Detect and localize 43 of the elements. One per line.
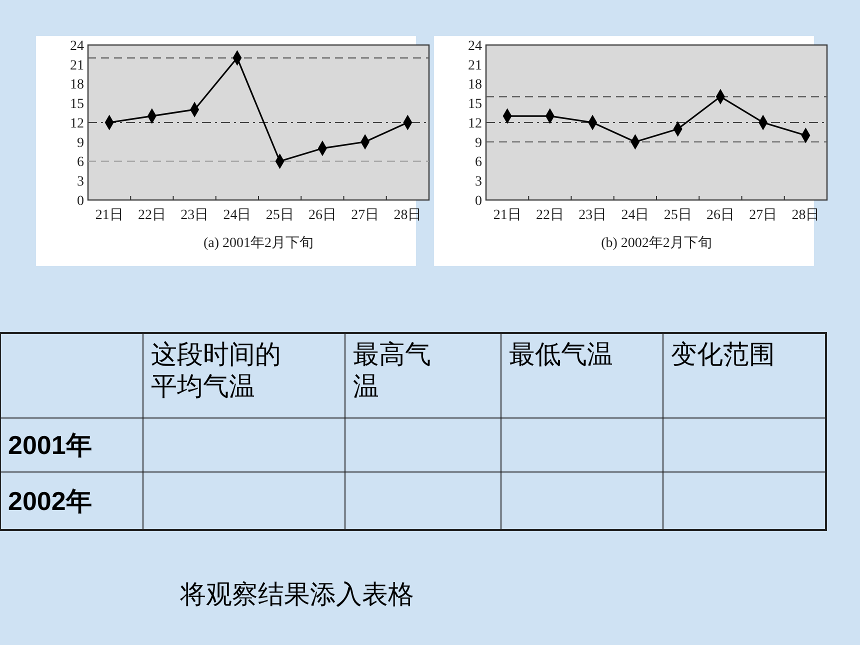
y-tick-label: 9 — [77, 136, 84, 151]
x-tick-label: 26日 — [308, 208, 336, 223]
x-tick-label: 27日 — [351, 208, 380, 223]
x-tick-label: 22日 — [536, 208, 564, 223]
y-tick-label: 15 — [70, 97, 84, 112]
y-tick-label: 21 — [468, 58, 482, 74]
y-tick-label: 24 — [70, 38, 84, 54]
y-tick-label: 24 — [468, 38, 482, 54]
y-tick-label: 9 — [475, 136, 482, 151]
x-axis-title: (b) 2002年2月下旬 — [601, 235, 712, 251]
y-tick-label: 6 — [475, 155, 482, 170]
x-axis-title: (a) 2001年2月下旬 — [203, 235, 314, 251]
y-tick-label: 18 — [468, 78, 482, 93]
x-tick-label: 28日 — [394, 208, 422, 223]
x-tick-label: 25日 — [664, 208, 692, 223]
y-tick-label: 3 — [77, 174, 84, 190]
x-tick-label: 23日 — [180, 208, 209, 223]
category-label: 最高气温 — [353, 339, 431, 401]
category-label: 变化范围 — [671, 339, 775, 369]
x-tick-label: 25日 — [266, 208, 294, 223]
y-tick-label: 0 — [77, 194, 84, 209]
y-tick-label: 15 — [468, 97, 482, 112]
x-tick-label: 28日 — [792, 208, 820, 223]
x-tick-label: 26日 — [706, 208, 734, 223]
x-tick-label: 23日 — [578, 208, 607, 223]
x-tick-label: 21日 — [95, 208, 124, 223]
y-tick-label: 3 — [475, 174, 482, 190]
y-tick-label: 12 — [70, 116, 84, 132]
text: 将观察结果添入表格 — [179, 579, 414, 609]
x-tick-label: 22日 — [138, 208, 166, 223]
x-tick-label: 24日 — [621, 208, 650, 223]
y-tick-label: 6 — [77, 155, 84, 170]
category-label: 2001年 — [8, 430, 92, 460]
y-tick-label: 12 — [468, 116, 482, 132]
y-tick-label: 21 — [70, 58, 84, 74]
category-label: 2002年 — [8, 486, 92, 516]
y-tick-label: 0 — [475, 194, 482, 209]
y-tick-label: 18 — [70, 78, 84, 93]
category-label: 最低气温 — [509, 339, 613, 369]
x-tick-label: 24日 — [223, 208, 252, 223]
x-tick-label: 21日 — [493, 208, 522, 223]
x-tick-label: 27日 — [749, 208, 778, 223]
category-label: 这段时间的平均气温 — [151, 339, 281, 401]
